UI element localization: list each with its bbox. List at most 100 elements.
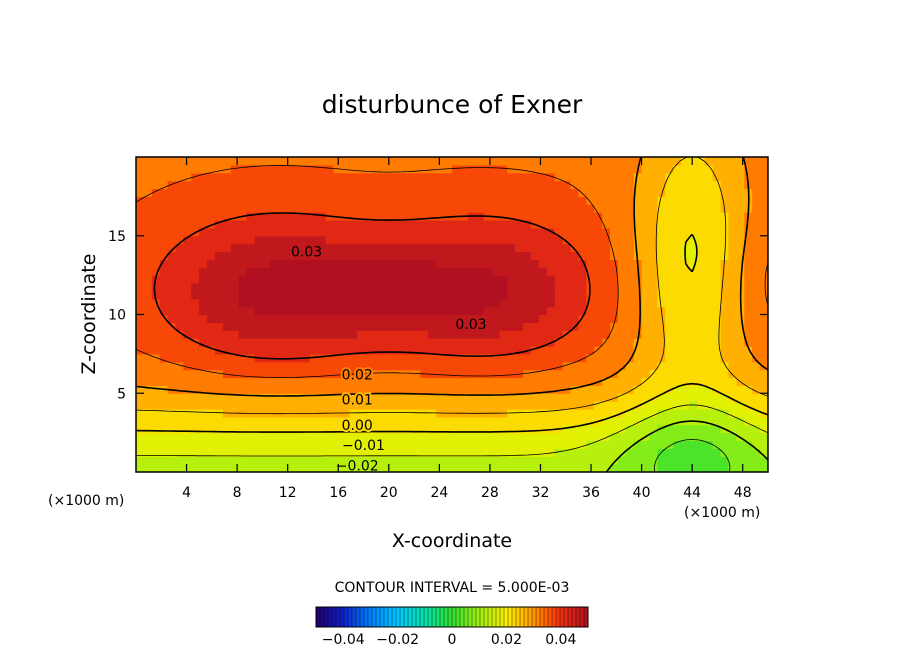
heatmap-cell bbox=[752, 172, 761, 182]
heatmap-cell bbox=[467, 330, 477, 339]
heatmap-cell bbox=[215, 369, 224, 379]
heatmap-cell bbox=[159, 243, 169, 253]
heatmap-cell bbox=[538, 164, 548, 174]
heatmap-cell bbox=[491, 267, 500, 276]
heatmap-cell bbox=[215, 212, 224, 221]
heatmap-cell bbox=[452, 298, 461, 308]
colorbar-segment bbox=[523, 606, 529, 628]
heatmap-cell bbox=[467, 259, 477, 268]
heatmap-cell bbox=[744, 346, 753, 355]
heatmap-cell bbox=[665, 220, 674, 229]
heatmap-cell bbox=[499, 456, 508, 465]
heatmap-cell bbox=[736, 393, 745, 402]
heatmap-cell bbox=[696, 409, 706, 418]
heatmap-cell bbox=[602, 338, 611, 347]
heatmap-cell bbox=[333, 172, 342, 182]
heatmap-cell bbox=[175, 377, 184, 386]
heatmap-cell bbox=[262, 172, 271, 182]
heatmap-cell bbox=[388, 243, 398, 253]
heatmap-cell bbox=[531, 385, 540, 394]
heatmap-cell bbox=[586, 448, 595, 457]
x-axis-title: X-coordinate bbox=[392, 530, 512, 552]
heatmap-cell bbox=[301, 259, 311, 268]
heatmap-cell bbox=[744, 164, 753, 174]
heatmap-cell bbox=[365, 353, 374, 363]
heatmap-cell bbox=[531, 361, 540, 371]
heatmap-cell bbox=[428, 220, 437, 229]
heatmap-cell bbox=[246, 290, 256, 300]
heatmap-cell bbox=[230, 353, 240, 363]
heatmap-cell bbox=[175, 346, 184, 355]
heatmap-cell bbox=[744, 377, 753, 386]
heatmap-cell bbox=[167, 227, 177, 237]
heatmap-cell bbox=[696, 322, 706, 331]
heatmap-cell bbox=[483, 298, 493, 308]
heatmap-cell bbox=[586, 298, 595, 308]
heatmap-cell bbox=[444, 251, 453, 260]
heatmap-cell bbox=[373, 385, 382, 394]
heatmap-cell bbox=[246, 196, 256, 205]
heatmap-cell bbox=[594, 164, 603, 174]
heatmap-cell bbox=[151, 385, 161, 394]
heatmap-cell bbox=[649, 353, 658, 363]
heatmap-cell bbox=[412, 212, 421, 221]
heatmap-cell bbox=[578, 259, 587, 268]
heatmap-cell bbox=[246, 338, 256, 347]
heatmap-cell bbox=[641, 275, 651, 284]
heatmap-cell bbox=[215, 314, 224, 323]
heatmap-cell bbox=[380, 196, 390, 205]
y-tick-label: 5 bbox=[117, 386, 126, 402]
heatmap-cell bbox=[515, 212, 524, 221]
heatmap-cell bbox=[681, 361, 690, 371]
heatmap-cell bbox=[199, 298, 208, 308]
heatmap-cell bbox=[373, 164, 382, 174]
contour-line bbox=[136, 157, 768, 415]
heatmap-cell bbox=[159, 275, 169, 284]
heatmap-cell bbox=[286, 196, 295, 205]
heatmap-cell bbox=[175, 330, 184, 339]
heatmap-cell bbox=[428, 298, 437, 308]
heatmap-cell bbox=[452, 464, 461, 472]
heatmap-cell bbox=[167, 196, 177, 205]
heatmap-cell bbox=[760, 212, 768, 221]
heatmap-cell bbox=[365, 464, 374, 472]
heatmap-cell bbox=[515, 180, 524, 190]
heatmap-cell bbox=[159, 456, 169, 465]
heatmap-cell bbox=[681, 172, 690, 182]
heatmap-cell bbox=[278, 330, 287, 339]
heatmap-cell bbox=[673, 204, 682, 213]
colorbar-segment bbox=[447, 606, 453, 628]
heatmap-cell bbox=[191, 306, 200, 316]
heatmap-cell bbox=[617, 464, 627, 472]
heatmap-cell bbox=[538, 401, 548, 410]
heatmap-cell bbox=[159, 353, 169, 363]
heatmap-cell bbox=[349, 440, 358, 449]
heatmap-cell bbox=[578, 157, 587, 166]
heatmap-cell bbox=[681, 164, 690, 174]
heatmap-cell bbox=[507, 377, 516, 386]
heatmap-cell bbox=[207, 464, 216, 472]
heatmap-cell bbox=[215, 196, 224, 205]
heatmap-cell bbox=[531, 172, 540, 182]
heatmap-cell bbox=[207, 377, 216, 386]
heatmap-cell bbox=[665, 227, 674, 237]
heatmap-cell bbox=[562, 212, 572, 221]
heatmap-cell bbox=[499, 243, 508, 253]
heatmap-cell bbox=[373, 330, 382, 339]
heatmap-cell bbox=[191, 196, 200, 205]
heatmap-cell bbox=[207, 227, 216, 237]
heatmap-cell bbox=[420, 330, 429, 339]
heatmap-cell bbox=[704, 456, 714, 465]
heatmap-cell bbox=[610, 361, 619, 371]
heatmap-cell bbox=[199, 330, 208, 339]
heatmap-cell bbox=[143, 456, 153, 465]
heatmap-cell bbox=[696, 448, 706, 457]
heatmap-cell bbox=[278, 235, 287, 245]
heatmap-cell bbox=[586, 220, 595, 229]
heatmap-cell bbox=[586, 243, 595, 253]
heatmap-cell bbox=[507, 432, 516, 442]
heatmap-cell bbox=[412, 416, 421, 426]
heatmap-cell bbox=[159, 188, 169, 197]
heatmap-cell bbox=[380, 188, 390, 197]
heatmap-cell bbox=[744, 448, 753, 457]
